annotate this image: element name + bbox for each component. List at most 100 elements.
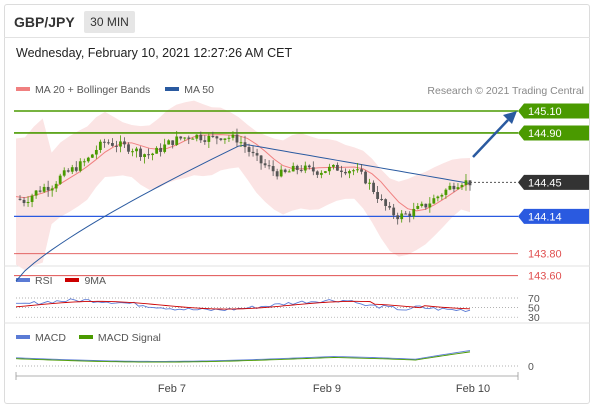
candle-body-109: [456, 187, 460, 190]
candle-body-59: [255, 153, 259, 156]
candle-body-33: [151, 153, 155, 156]
candle-body-90: [380, 198, 384, 200]
interval-button[interactable]: 30 MIN: [84, 11, 135, 33]
legend-label-ma50: MA 50: [184, 84, 214, 96]
candle-body-74: [315, 171, 319, 175]
macd-line: [15, 350, 471, 362]
candle-body-102: [428, 203, 432, 208]
candle-body-111: [464, 180, 468, 185]
candle-body-62: [267, 165, 271, 167]
candle-body-37: [167, 140, 171, 145]
candle-body-13: [70, 167, 74, 172]
copyright: Research © 2021 Trading Central: [427, 85, 584, 97]
chart-header: GBP/JPY 30 MIN: [4, 4, 590, 38]
candle-body-69: [295, 165, 299, 170]
ma50-line: [15, 144, 471, 282]
legend-label-9ma: 9MA: [84, 275, 107, 287]
candle-body-57: [247, 147, 251, 152]
candle-body-95: [400, 213, 404, 220]
candle-body-48: [211, 135, 215, 137]
candle-body-9: [54, 183, 58, 189]
candle-body-26: [123, 141, 126, 145]
rsi-tick-70: 70: [528, 293, 540, 305]
candle-body-94: [396, 215, 400, 220]
legend-label-ma20: MA 20 + Bollinger Bands: [35, 84, 151, 96]
candle-body-92: [388, 205, 392, 208]
forecast-arrow-line: [472, 119, 509, 158]
candle-body-36: [163, 144, 167, 152]
candle-body-24: [115, 145, 118, 147]
candle-body-60: [259, 155, 263, 164]
candle-body-70: [299, 169, 303, 171]
legend-swatch-macd-signal: [78, 335, 93, 340]
candle-body-88: [372, 182, 375, 193]
candle-body-17: [86, 157, 90, 162]
candle-body-55: [239, 142, 243, 144]
candle-body-104: [436, 196, 440, 199]
legend-main: MA 20 + Bollinger Bands MA 50: [16, 84, 214, 96]
candle-body-112: [468, 180, 472, 186]
legend-label-macd-signal: MACD Signal: [97, 332, 161, 344]
x-tick-label-1: Feb 9: [313, 383, 341, 395]
candle-body-110: [460, 184, 464, 188]
candle-body-93: [392, 207, 396, 216]
candle-body-56: [243, 142, 247, 148]
candle-body-66: [283, 169, 287, 173]
candle-body-0: [18, 198, 22, 200]
candle-body-23: [111, 142, 114, 146]
candle-body-31: [143, 154, 146, 157]
legend-label-rsi: RSI: [35, 275, 53, 287]
candle-body-41: [183, 137, 187, 139]
candle-body-40: [179, 136, 183, 139]
candle-body-27: [127, 144, 130, 152]
legend-macd: MACD MACD Signal: [16, 332, 161, 344]
candle-body-85: [360, 169, 363, 172]
candle-body-21: [102, 141, 106, 143]
candle-body-30: [139, 148, 142, 157]
legend-swatch-ma50: [165, 87, 180, 92]
candle-body-68: [291, 165, 295, 172]
candle-body-14: [74, 167, 78, 171]
rsi-tick-50: 50: [528, 303, 540, 315]
candle-body-5: [38, 190, 42, 192]
candle-body-3: [30, 195, 34, 202]
candle-body-52: [227, 137, 231, 139]
price-tag-144.45: [518, 174, 589, 190]
legend-swatch-ma20: [16, 87, 30, 92]
price-label-144.14: 144.14: [528, 211, 562, 223]
price-label-143.80: 143.80: [528, 249, 562, 261]
candle-body-11: [62, 170, 66, 176]
candle-body-51: [223, 138, 227, 140]
candle-body-45: [199, 134, 203, 141]
legend-label-macd: MACD: [35, 332, 66, 344]
candle-body-2: [26, 201, 30, 204]
candle-body-67: [287, 171, 291, 173]
candle-body-39: [175, 136, 179, 145]
bollinger-band-area: [16, 100, 470, 271]
candle-body-108: [452, 185, 456, 190]
candle-body-19: [94, 149, 98, 155]
candle-body-53: [231, 134, 235, 138]
candle-body-1: [22, 199, 26, 204]
candle-body-86: [364, 171, 367, 184]
candle-body-87: [368, 182, 371, 184]
candle-body-100: [420, 203, 424, 206]
legend-swatch-macd: [16, 335, 30, 340]
macd-tick-0: 0: [528, 361, 534, 373]
candle-body-44: [195, 134, 199, 139]
price-label-143.60: 143.60: [528, 271, 562, 283]
candle-body-4: [34, 190, 38, 196]
candle-body-38: [171, 140, 175, 145]
legend-item-ma20: MA 20 + Bollinger Bands: [16, 84, 150, 96]
forecast-arrow-head: [503, 111, 517, 124]
macd-signal-line: [15, 351, 471, 363]
candle-body-71: [303, 165, 307, 171]
price-label-145.10: 145.10: [528, 106, 562, 118]
candle-body-89: [376, 192, 379, 199]
candle-body-78: [331, 164, 335, 167]
candle-body-82: [348, 171, 351, 174]
candle-body-98: [412, 208, 416, 217]
candle-body-6: [42, 186, 46, 192]
candle-body-32: [147, 154, 150, 156]
